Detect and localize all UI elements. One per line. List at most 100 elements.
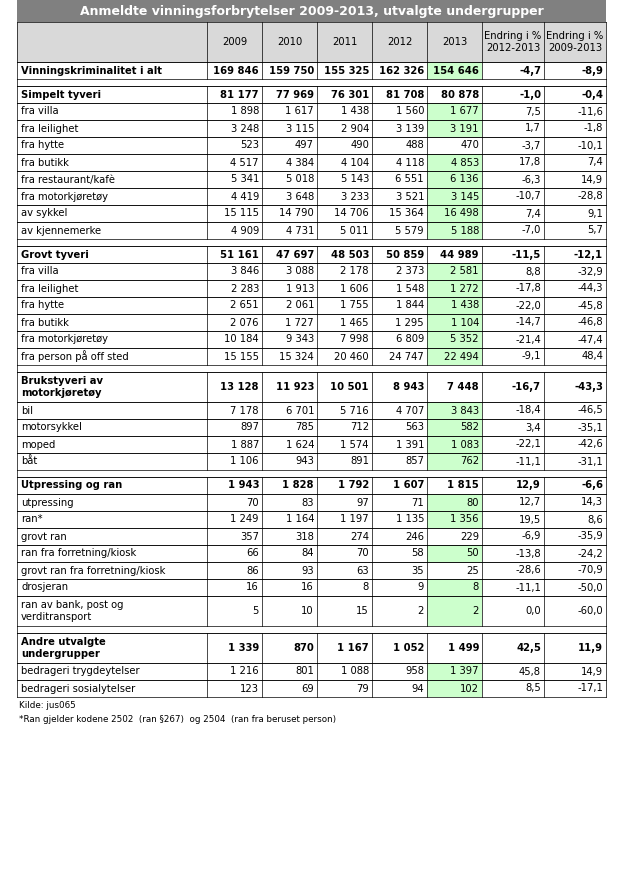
- Text: 8 943: 8 943: [392, 382, 424, 392]
- Text: 16: 16: [246, 582, 259, 592]
- Bar: [17, 436, 606, 453]
- Bar: [17, 280, 606, 297]
- Bar: [17, 188, 606, 205]
- Text: 870: 870: [293, 643, 314, 653]
- Text: 15: 15: [356, 606, 369, 616]
- Bar: [17, 297, 606, 314]
- Text: 5 143: 5 143: [341, 174, 369, 185]
- Text: 3 139: 3 139: [396, 124, 424, 133]
- Text: fra hytte: fra hytte: [21, 140, 64, 150]
- Text: 2011: 2011: [332, 37, 357, 47]
- Text: av kjennemerke: av kjennemerke: [21, 226, 101, 236]
- Text: 83: 83: [302, 498, 314, 508]
- Text: 14,9: 14,9: [581, 667, 603, 677]
- Text: 7,4: 7,4: [525, 209, 541, 219]
- Text: 1 164: 1 164: [285, 515, 314, 525]
- Text: 1 607: 1 607: [392, 480, 424, 491]
- Text: 1 052: 1 052: [392, 643, 424, 653]
- Text: 6 136: 6 136: [450, 174, 479, 185]
- Text: -6,9: -6,9: [521, 532, 541, 541]
- Text: 5,7: 5,7: [587, 226, 603, 236]
- Bar: [17, 528, 606, 545]
- Text: 35: 35: [411, 565, 424, 575]
- Text: 3 088: 3 088: [286, 267, 314, 276]
- Bar: [427, 663, 482, 680]
- Text: -43,3: -43,3: [574, 382, 603, 392]
- Bar: [17, 171, 606, 188]
- Text: -24,2: -24,2: [578, 549, 603, 558]
- Text: 162 326: 162 326: [379, 66, 424, 76]
- Text: 16: 16: [302, 582, 314, 592]
- Text: 7 998: 7 998: [341, 334, 369, 345]
- Text: bedrageri trygdeytelser: bedrageri trygdeytelser: [21, 667, 140, 677]
- Text: moped: moped: [21, 439, 55, 450]
- Bar: [427, 348, 482, 365]
- Bar: [427, 596, 482, 626]
- Text: -11,6: -11,6: [577, 107, 603, 116]
- Text: 2: 2: [417, 606, 424, 616]
- Text: båt: båt: [21, 456, 37, 467]
- Bar: [17, 494, 606, 511]
- Text: Endring i %
2009-2013: Endring i % 2009-2013: [546, 31, 604, 52]
- Text: 3 648: 3 648: [286, 191, 314, 202]
- Text: fra leilighet: fra leilighet: [21, 284, 78, 293]
- Text: 1 727: 1 727: [285, 317, 314, 327]
- Text: 50 859: 50 859: [386, 250, 424, 260]
- Text: -21,4: -21,4: [515, 334, 541, 345]
- Bar: [17, 22, 606, 62]
- Text: fra restaurant/kafè: fra restaurant/kafè: [21, 174, 115, 185]
- Text: 490: 490: [350, 140, 369, 150]
- Text: 0,0: 0,0: [525, 606, 541, 616]
- Text: 14 706: 14 706: [335, 209, 369, 219]
- Bar: [427, 314, 482, 331]
- Text: 51 161: 51 161: [220, 250, 259, 260]
- Text: 25: 25: [466, 565, 479, 575]
- Text: 84: 84: [302, 549, 314, 558]
- Bar: [17, 103, 606, 120]
- Text: 79: 79: [356, 684, 369, 693]
- Text: 246: 246: [405, 532, 424, 541]
- Text: 1 624: 1 624: [285, 439, 314, 450]
- Bar: [427, 120, 482, 137]
- Text: av sykkel: av sykkel: [21, 209, 67, 219]
- Text: -8,9: -8,9: [581, 66, 603, 76]
- Bar: [427, 205, 482, 222]
- Text: -4,7: -4,7: [519, 66, 541, 76]
- Text: 3 191: 3 191: [450, 124, 479, 133]
- Text: 17,8: 17,8: [519, 157, 541, 167]
- Text: 1 295: 1 295: [396, 317, 424, 327]
- Text: 44 989: 44 989: [440, 250, 479, 260]
- Bar: [427, 297, 482, 314]
- Text: 2009: 2009: [222, 37, 247, 47]
- Text: 4 853: 4 853: [451, 157, 479, 167]
- Bar: [17, 79, 606, 86]
- Text: 2 076: 2 076: [231, 317, 259, 327]
- Bar: [17, 419, 606, 436]
- Text: 102: 102: [460, 684, 479, 693]
- Bar: [427, 222, 482, 239]
- Text: -0,4: -0,4: [581, 90, 603, 100]
- Text: 93: 93: [302, 565, 314, 575]
- Text: 81 177: 81 177: [221, 90, 259, 100]
- Bar: [17, 579, 606, 596]
- Text: 94: 94: [411, 684, 424, 693]
- Text: 1 438: 1 438: [451, 300, 479, 310]
- Text: 154 646: 154 646: [433, 66, 479, 76]
- Text: -22,1: -22,1: [515, 439, 541, 450]
- Text: 857: 857: [405, 456, 424, 467]
- Text: 48,4: 48,4: [581, 351, 603, 362]
- Bar: [17, 120, 606, 137]
- Text: 42,5: 42,5: [516, 643, 541, 653]
- Bar: [427, 453, 482, 470]
- Text: 155 325: 155 325: [323, 66, 369, 76]
- Text: 10 184: 10 184: [224, 334, 259, 345]
- Text: -7,0: -7,0: [521, 226, 541, 236]
- Bar: [427, 680, 482, 697]
- Text: 15 364: 15 364: [389, 209, 424, 219]
- Text: *Ran gjelder kodene 2502  (ran §267)  og 2504  (ran fra beruset person): *Ran gjelder kodene 2502 (ran §267) og 2…: [19, 715, 336, 724]
- Text: 9,1: 9,1: [587, 209, 603, 219]
- Text: 357: 357: [240, 532, 259, 541]
- Text: 582: 582: [460, 422, 479, 433]
- Text: -31,1: -31,1: [578, 456, 603, 467]
- Bar: [427, 171, 482, 188]
